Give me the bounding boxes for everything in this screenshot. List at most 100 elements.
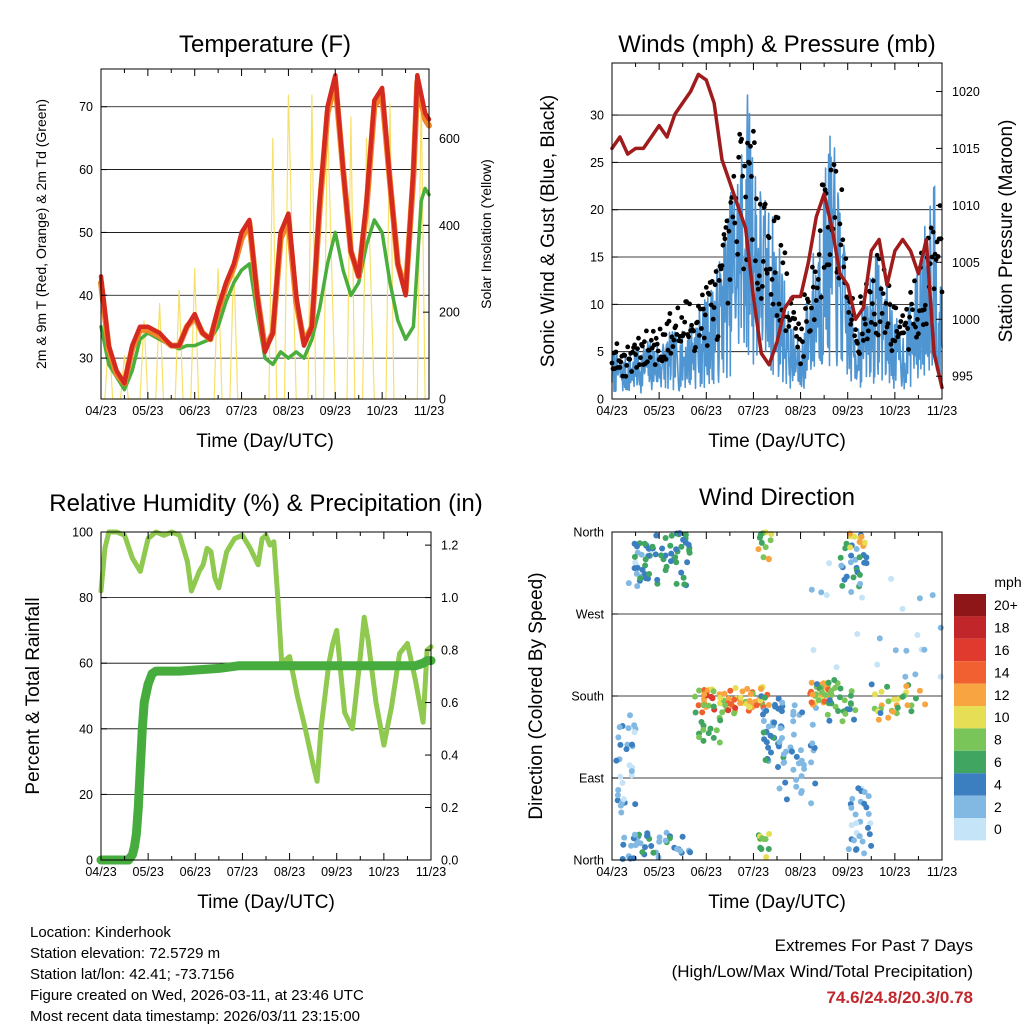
winds-xtick-label: 07/23 (738, 404, 769, 418)
gust-point (747, 160, 752, 166)
winds-ytick-label: 20 (590, 203, 604, 217)
direction-point (616, 724, 623, 731)
gust-point (876, 256, 882, 262)
direction-point (831, 677, 838, 683)
humidity-y2tick-label: 1.0 (441, 591, 458, 605)
gust-point (709, 279, 715, 284)
direction-point (705, 702, 712, 709)
gust-point (872, 322, 878, 327)
direction-point (696, 734, 703, 741)
temperature-xtick-label: 04/23 (85, 404, 116, 418)
temperature-ylabel: 2m & 9m T (Red, Orange) & 2m Td (Green) (33, 99, 49, 369)
direction-point (629, 741, 635, 748)
gust-point (668, 350, 674, 356)
direction-point (766, 831, 773, 837)
direction-point (631, 553, 638, 560)
gust-point (938, 236, 944, 242)
gust-point (728, 200, 734, 205)
direction-point (634, 543, 640, 550)
colorbar-label: 4 (994, 776, 1002, 792)
humidity-ytick-label: 40 (79, 722, 93, 736)
winds-y2tick-label: 1020 (952, 85, 980, 99)
gust-point (813, 298, 819, 303)
gust-point (791, 310, 797, 315)
gust-point (704, 343, 710, 348)
humidity-panel: 04/23 05/23 06/23 07/23 08/23 09/23 10/23 11/23… (23, 490, 483, 913)
gust-point (614, 341, 620, 347)
direction-point (678, 569, 685, 576)
gust-point (653, 335, 659, 341)
direction-point (827, 690, 834, 697)
gust-point (908, 290, 913, 295)
temperature-ytick-label: 70 (79, 100, 93, 114)
wind_direction-xtick-label: 11/23 (927, 865, 957, 879)
direction-point (793, 783, 800, 790)
station-pressure-line (610, 72, 944, 390)
colorbar-label: 10 (994, 709, 1010, 725)
direction-point (719, 709, 726, 716)
direction-point (857, 580, 864, 587)
winds-title: Winds (mph) & Pressure (mb) (618, 31, 935, 58)
winds-xtick-label: 10/23 (879, 404, 910, 418)
gust-point (650, 328, 656, 334)
direction-point (692, 693, 698, 700)
gust-point (811, 317, 817, 323)
direction-point (912, 671, 919, 678)
gust-point (784, 271, 790, 277)
direction-point (758, 685, 764, 692)
direction-point (848, 552, 855, 559)
direction-point (631, 722, 638, 729)
gust-point (673, 323, 679, 329)
temperature-xtick-label: 09/23 (320, 404, 351, 418)
direction-point (717, 694, 724, 701)
direction-point (884, 683, 891, 690)
direction-point (626, 762, 633, 769)
direction-point (768, 749, 774, 756)
temperature-y2label: Solar Insolation (Yellow) (478, 159, 494, 309)
direction-point (937, 624, 944, 631)
direction-point (809, 721, 816, 728)
direction-point (808, 586, 815, 593)
direction-point (653, 532, 660, 539)
winds-y2tick-label: 1005 (952, 256, 980, 270)
winds-ytick-label: 15 (590, 251, 604, 265)
gust-point (799, 326, 804, 332)
gust-points (609, 128, 945, 379)
gust-point (906, 347, 911, 352)
direction-point (845, 846, 852, 853)
gust-point (832, 215, 838, 220)
gust-point (812, 269, 818, 275)
direction-point (762, 757, 769, 763)
direction-point (876, 635, 883, 642)
gust-point (867, 289, 873, 295)
direction-point (849, 795, 856, 802)
gust-point (930, 229, 936, 235)
direction-point (858, 533, 865, 540)
wind_direction-xtick-label: 08/23 (785, 865, 816, 879)
direction-point (823, 592, 830, 599)
direction-point (662, 552, 669, 559)
gust-point (903, 320, 909, 326)
direction-point (700, 726, 707, 733)
gust-point (913, 324, 918, 330)
direction-point (861, 539, 868, 546)
direction-point (790, 711, 797, 718)
gust-point (874, 252, 880, 258)
direction-point (847, 700, 854, 707)
humidity-y2tick-label: 0.6 (441, 696, 458, 710)
direction-point (847, 544, 854, 551)
gust-point (752, 140, 757, 146)
gust-point (648, 337, 654, 343)
direction-point (929, 592, 936, 599)
temperature-2m-line (98, 73, 432, 386)
direction-point (731, 696, 738, 703)
direction-point (842, 545, 849, 552)
direction-point (793, 753, 800, 760)
gust-point (869, 301, 875, 306)
gust-point (629, 369, 634, 374)
gust-point (885, 321, 891, 327)
direction-point (861, 789, 868, 795)
direction-point (705, 730, 712, 737)
gust-point (858, 294, 863, 299)
direction-point (642, 556, 649, 563)
